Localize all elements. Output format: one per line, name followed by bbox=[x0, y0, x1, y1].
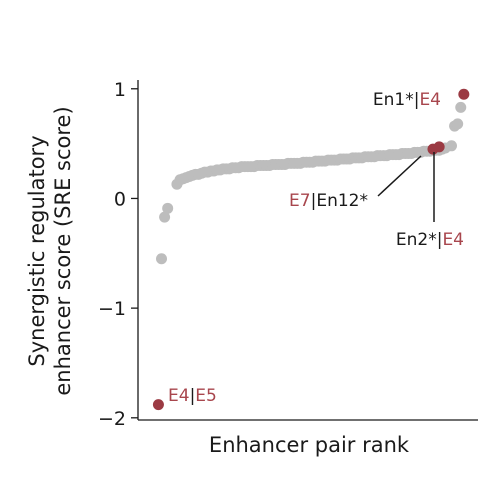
data-point bbox=[452, 118, 464, 130]
annotation-leader-lines bbox=[377, 152, 435, 222]
highlighted-data-point bbox=[152, 399, 164, 411]
annotation-en1-e4: En1*|E4 bbox=[373, 90, 441, 110]
data-point bbox=[156, 253, 168, 265]
annotation-part: | bbox=[414, 90, 420, 110]
highlighted-data-point bbox=[433, 141, 445, 153]
leader-line-e7-en12 bbox=[377, 155, 422, 197]
annotation-part: E5 bbox=[195, 386, 217, 406]
annotation-part: En12* bbox=[316, 191, 368, 211]
annotation-en2-e4: En2*|E4 bbox=[396, 230, 464, 250]
annotation-part: E4 bbox=[168, 386, 190, 406]
y-ticks: 1 0 −1 −2 bbox=[98, 79, 138, 430]
annotation-part: En1* bbox=[373, 90, 414, 110]
data-point bbox=[159, 211, 171, 223]
data-point bbox=[162, 202, 174, 214]
annotation-e7-en12: E7|En12* bbox=[289, 191, 368, 211]
y-axis-title-line-1: Synergistic regulatory bbox=[25, 135, 49, 366]
annotation-part: | bbox=[311, 191, 317, 211]
y-tick-label: −2 bbox=[98, 408, 126, 430]
annotation-part: E4 bbox=[442, 230, 464, 250]
annotation-part: En2* bbox=[396, 230, 437, 250]
data-point bbox=[455, 101, 467, 113]
annotation-part: | bbox=[437, 230, 443, 250]
y-axis-title-line-2: enhancer score (SRE score) bbox=[51, 106, 75, 395]
highlighted-data-point bbox=[458, 88, 470, 100]
y-tick-label: 0 bbox=[114, 188, 126, 210]
annotation-part: | bbox=[190, 386, 196, 406]
data-point bbox=[445, 140, 457, 152]
y-axis-title: Synergistic regulatory enhancer score (S… bbox=[25, 106, 75, 395]
axes bbox=[137, 80, 478, 421]
x-axis-title: Enhancer pair rank bbox=[209, 433, 410, 457]
highlighted-points bbox=[152, 88, 470, 411]
annotation-part: E4 bbox=[419, 90, 441, 110]
annotation-e4-e5: E4|E5 bbox=[168, 386, 217, 406]
annotation-part: E7 bbox=[289, 191, 311, 211]
y-tick-label: −1 bbox=[98, 298, 126, 320]
y-tick-label: 1 bbox=[114, 79, 126, 101]
annotations: E4|E5 En1*|E4 E7|En12* En2*|E4 bbox=[168, 90, 464, 406]
